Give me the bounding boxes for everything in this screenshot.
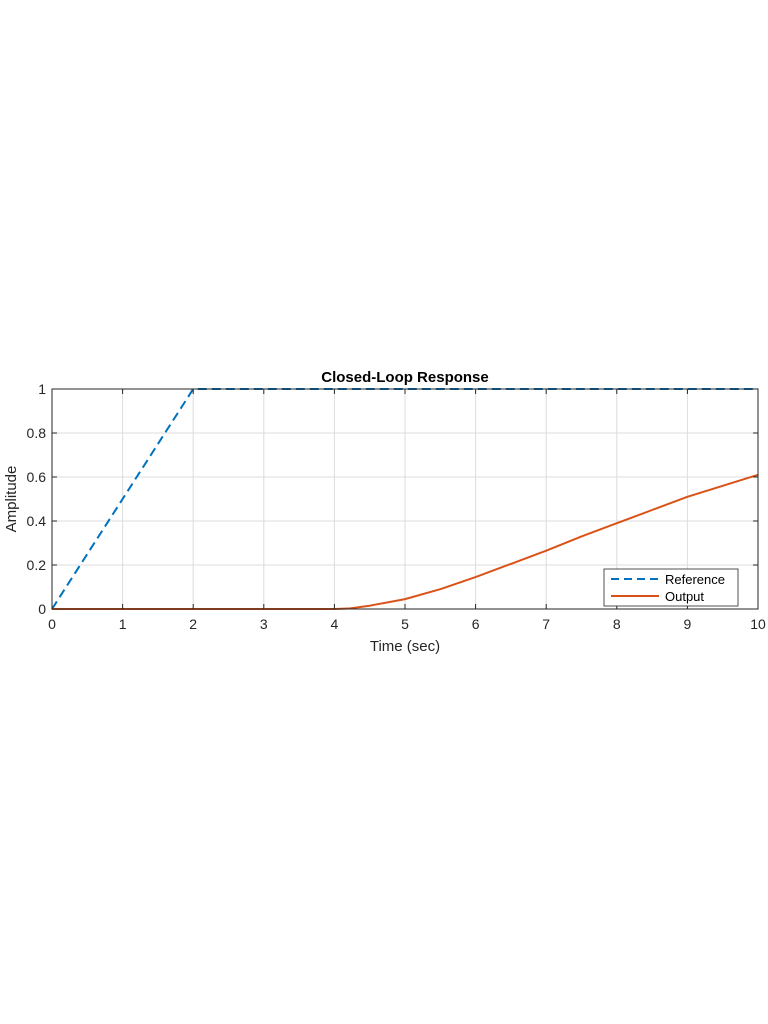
y-tick-label: 0 <box>38 601 46 617</box>
y-axis-label: Amplitude <box>3 466 20 533</box>
y-tick-label: 1 <box>38 381 46 397</box>
x-axis-label: Time (sec) <box>370 638 440 655</box>
x-axis-ticks: 0 1 2 3 4 5 6 7 8 9 10 <box>48 389 766 632</box>
y-tick-label: 0.2 <box>27 557 47 573</box>
x-tick-label: 2 <box>189 616 197 632</box>
legend: Reference Output <box>603 568 739 607</box>
legend-label-reference: Reference <box>665 572 725 587</box>
legend-label-output: Output <box>665 589 704 604</box>
y-tick-label: 0.4 <box>27 513 47 529</box>
x-tick-label: 7 <box>542 616 550 632</box>
x-tick-label: 6 <box>472 616 480 632</box>
x-tick-label: 0 <box>48 616 56 632</box>
x-tick-label: 4 <box>331 616 339 632</box>
x-tick-label: 1 <box>119 616 127 632</box>
y-tick-label: 0.6 <box>27 469 47 485</box>
legend-box <box>603 568 739 607</box>
chart-title: Closed-Loop Response <box>321 369 489 386</box>
y-tick-label: 0.8 <box>27 425 47 441</box>
y-axis-ticks: 0 0.2 0.4 0.6 0.8 1 <box>27 381 758 617</box>
x-tick-label: 9 <box>684 616 692 632</box>
x-tick-label: 3 <box>260 616 268 632</box>
series-line-output <box>52 473 759 610</box>
x-tick-label: 5 <box>401 616 409 632</box>
x-tick-label: 8 <box>613 616 621 632</box>
x-tick-label: 10 <box>750 616 766 632</box>
